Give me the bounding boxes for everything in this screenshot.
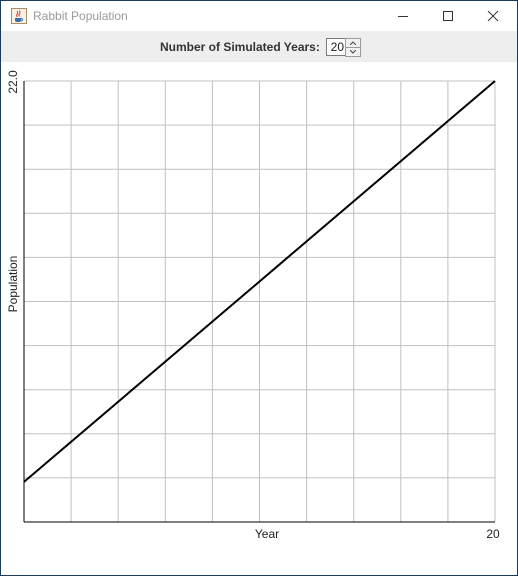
maximize-icon — [443, 11, 453, 21]
chart-series — [23, 80, 496, 483]
spinner-down-button[interactable] — [345, 47, 361, 57]
window-title: Rabbit Population — [33, 9, 128, 23]
chart-panel: Population Year 22.0 20 — [1, 62, 517, 575]
years-input[interactable]: 20 — [326, 38, 346, 56]
toolbar: Number of Simulated Years: — [1, 31, 517, 62]
java-coffee-cup-icon — [11, 8, 27, 24]
chart-labels: Population Year 22.0 20 — [6, 70, 500, 541]
close-icon — [487, 10, 499, 22]
population-chart: Population Year 22.0 20 — [6, 70, 500, 541]
x-axis-label: Year — [255, 527, 279, 541]
y-axis-label: Population — [6, 256, 20, 313]
minimize-icon — [398, 16, 408, 17]
chevron-up-icon — [350, 41, 356, 45]
close-button[interactable] — [470, 1, 516, 31]
chevron-down-icon — [350, 50, 356, 54]
years-label: Number of Simulated Years: — [160, 40, 320, 54]
minimize-button[interactable] — [380, 1, 426, 31]
population-series-line — [23, 80, 496, 483]
y-tick-label: 22.0 — [6, 70, 20, 94]
chart-axes — [23, 81, 495, 523]
x-tick-label: 20 — [486, 527, 500, 541]
years-spinner[interactable]: 20 — [326, 38, 361, 57]
title-bar[interactable]: Rabbit Population — [1, 1, 517, 31]
maximize-button[interactable] — [425, 1, 471, 31]
chart-grid — [24, 80, 496, 522]
